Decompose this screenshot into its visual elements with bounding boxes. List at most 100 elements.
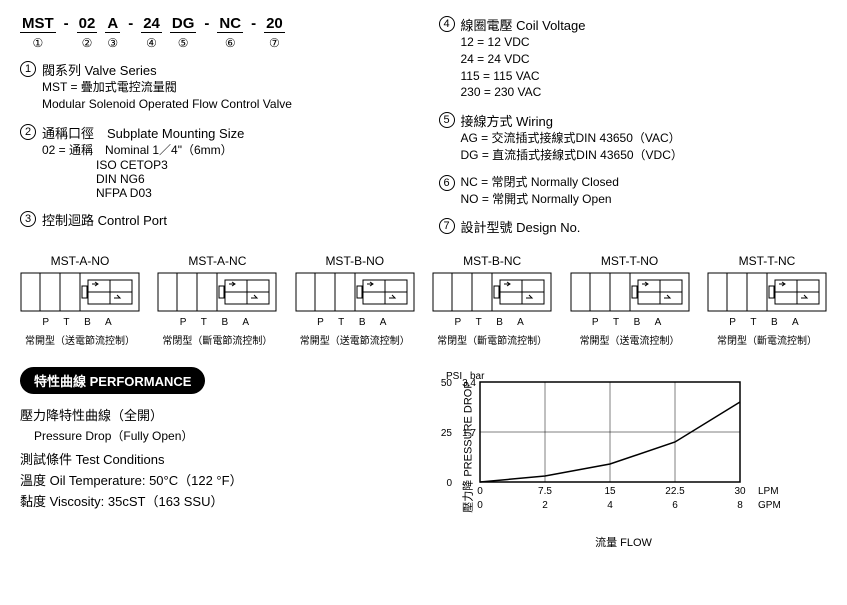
item-3: 3 控制迴路 Control Port <box>20 210 409 229</box>
symbol-4: MST-T-NO P T B A 常開型（送電流控制） <box>570 254 690 347</box>
symbol-title: MST-A-NO <box>20 254 140 268</box>
symbol-ports: P T B A <box>295 317 415 328</box>
seg-val: 02 <box>77 15 98 33</box>
item-line: NC = 常閉式 Normally Closed <box>461 174 828 191</box>
symbol-1: MST-A-NC P T B A 常閉型（斷電節流控制） <box>157 254 277 347</box>
symbol-title: MST-T-NO <box>570 254 690 268</box>
seg-num: ⑤ <box>170 36 197 50</box>
seg-val: 24 <box>141 15 162 33</box>
symbol-ports: P T B A <box>432 317 552 328</box>
item-line: 24 = 24 VDC <box>461 51 828 68</box>
seg-val: NC <box>217 15 243 33</box>
schematic-icon <box>295 272 415 312</box>
item-line: 115 = 115 VAC <box>461 68 828 85</box>
item-title: 接線方式 Wiring <box>461 111 828 130</box>
symbol-ports: P T B A <box>157 317 277 328</box>
symbol-title: MST-A-NC <box>157 254 277 268</box>
symbol-desc: 常閉型（斷電節流控制） <box>157 332 277 347</box>
symbols-row: MST-A-NO P T B A 常開型（送電節流控制）MST-A-NC P T… <box>20 254 827 347</box>
symbol-desc: 常閉型（斷電節流控制） <box>432 332 552 347</box>
item-1: 1 閥系列 Valve Series MST = 疊加式電控流量閥 Modula… <box>20 60 409 113</box>
symbol-desc: 常閉型（斷電流控制） <box>707 332 827 347</box>
symbol-5: MST-T-NC P T B A 常閉型（斷電流控制） <box>707 254 827 347</box>
item-4: 4 線圈電壓 Coil Voltage 12 = 12 VDC 24 = 24 … <box>439 15 828 101</box>
perf-h1s: Pressure Drop（Fully Open） <box>34 427 400 444</box>
symbol-ports: P T B A <box>707 317 827 328</box>
svg-text:7.5: 7.5 <box>538 486 552 497</box>
symbol-title: MST-B-NO <box>295 254 415 268</box>
item-num: 3 <box>20 211 36 227</box>
svg-text:15: 15 <box>604 486 616 497</box>
item-extra: ISO CETOP3 <box>96 158 409 172</box>
schematic-icon <box>432 272 552 312</box>
perf-h2: 測試條件 Test Conditions <box>20 450 400 471</box>
symbol-title: MST-B-NC <box>432 254 552 268</box>
seg-val: A <box>105 15 120 33</box>
schematic-icon <box>570 272 690 312</box>
model-code: MST① - 02② A③ - 24④ DG⑤ - NC⑥ - 20⑦ <box>20 15 409 50</box>
seg-num: ② <box>77 36 98 50</box>
svg-text:25: 25 <box>441 428 453 439</box>
item-title: 線圈電壓 Coil Voltage <box>461 15 828 34</box>
item-num: 6 <box>439 175 455 191</box>
perf-t1: 溫度 Oil Temperature: 50°C（122 °F） <box>20 471 400 492</box>
perf-badge: 特性曲線 PERFORMANCE <box>20 367 205 394</box>
svg-text:4: 4 <box>607 500 613 511</box>
item-num: 4 <box>439 16 455 32</box>
svg-text:8: 8 <box>737 500 743 511</box>
perf-h1: 壓力降特性曲線（全開） <box>20 406 400 427</box>
item-line: DG = 直流插式接線式DIN 43650（VDC） <box>461 147 828 164</box>
svg-text:2: 2 <box>542 500 548 511</box>
item-extra: NFPA D03 <box>96 186 409 200</box>
item-title: 設計型號 Design No. <box>461 217 828 236</box>
symbol-desc: 常開型（送電節流控制） <box>20 332 140 347</box>
item-line: AG = 交流插式接線式DIN 43650（VAC） <box>461 130 828 147</box>
item-line: 12 = 12 VDC <box>461 34 828 51</box>
item-line: 02 = 通稱 Nominal 1／4"（6mm） <box>42 142 409 159</box>
symbol-title: MST-T-NC <box>707 254 827 268</box>
symbol-desc: 常開型（送電節流控制） <box>295 332 415 347</box>
seg-num: ⑥ <box>217 36 243 50</box>
item-num: 5 <box>439 112 455 128</box>
seg-val: MST <box>20 15 56 33</box>
svg-text:30: 30 <box>734 486 746 497</box>
symbol-desc: 常開型（送電流控制） <box>570 332 690 347</box>
symbol-ports: P T B A <box>20 317 140 328</box>
item-line: 230 = 230 VAC <box>461 84 828 101</box>
schematic-icon <box>707 272 827 312</box>
seg-val: DG <box>170 15 197 33</box>
item-title: 閥系列 Valve Series <box>42 60 409 79</box>
svg-text:22.5: 22.5 <box>665 486 685 497</box>
item-title: 通稱口徑 Subplate Mounting Size <box>42 123 409 142</box>
item-num: 7 <box>439 218 455 234</box>
symbol-0: MST-A-NO P T B A 常開型（送電節流控制） <box>20 254 140 347</box>
svg-text:0: 0 <box>446 478 452 489</box>
chart-ylabel: 壓力降 PRESSURE DROP <box>460 381 476 512</box>
item-num: 2 <box>20 124 36 140</box>
schematic-icon <box>20 272 140 312</box>
item-title: 控制迴路 Control Port <box>42 210 409 229</box>
item-extra: DIN NG6 <box>96 172 409 186</box>
item-5: 5 接線方式 Wiring AG = 交流插式接線式DIN 43650（VAC）… <box>439 111 828 164</box>
item-line: MST = 疊加式電控流量閥 <box>42 79 409 96</box>
item-2: 2 通稱口徑 Subplate Mounting Size 02 = 通稱 No… <box>20 123 409 201</box>
chart-xlabel: 流量 FLOW <box>420 534 827 550</box>
symbol-2: MST-B-NO P T B A 常開型（送電節流控制） <box>295 254 415 347</box>
svg-text:0: 0 <box>477 486 483 497</box>
seg-num: ⑦ <box>264 36 285 50</box>
item-line: Modular Solenoid Operated Flow Control V… <box>42 96 409 113</box>
symbol-3: MST-B-NC P T B A 常閉型（斷電節流控制） <box>432 254 552 347</box>
schematic-icon <box>157 272 277 312</box>
item-line: NO = 常開式 Normally Open <box>461 191 828 208</box>
svg-text:LPM: LPM <box>758 486 779 497</box>
svg-text:6: 6 <box>672 500 678 511</box>
item-6: 6 NC = 常閉式 Normally Closed NO = 常開式 Norm… <box>439 174 828 208</box>
svg-text:GPM: GPM <box>758 500 780 511</box>
seg-num: ④ <box>141 36 162 50</box>
perf-t2: 黏度 Viscosity: 35cST（163 SSU） <box>20 492 400 513</box>
svg-text:0: 0 <box>477 500 483 511</box>
item-num: 1 <box>20 61 36 77</box>
seg-num: ③ <box>105 36 120 50</box>
seg-num: ① <box>20 36 56 50</box>
symbol-ports: P T B A <box>570 317 690 328</box>
